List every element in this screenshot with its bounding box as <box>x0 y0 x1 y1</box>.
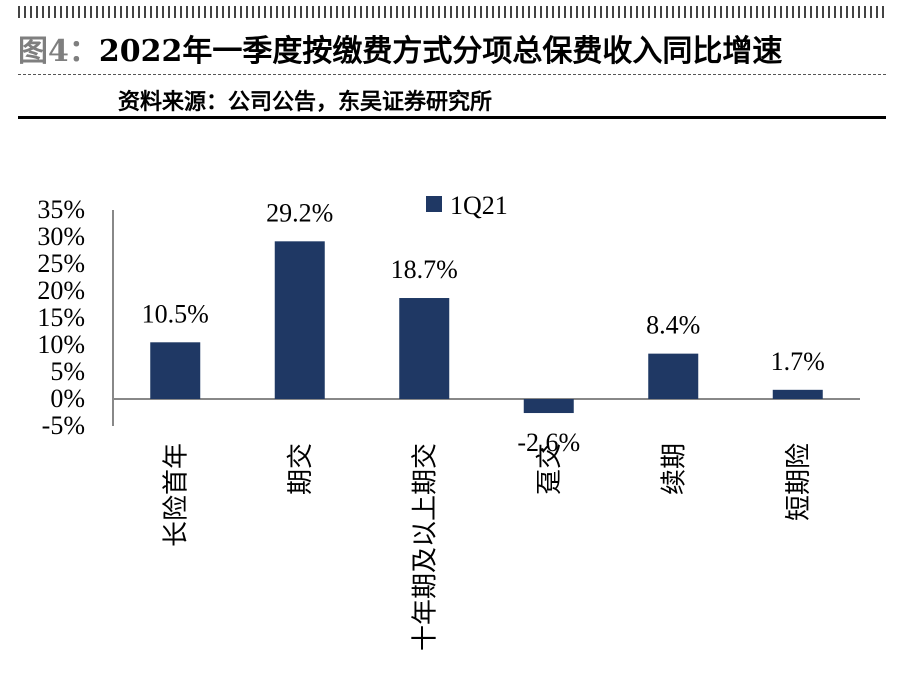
data-label: 18.7% <box>391 255 458 284</box>
legend-swatch <box>426 196 442 212</box>
data-label: 10.5% <box>142 299 209 328</box>
data-label: 1.7% <box>771 347 825 376</box>
category-label: 十年期及以上期交 <box>410 443 440 651</box>
figure-title-text: 2022年一季度按缴费方式分项总保费收入同比增速 <box>98 34 783 69</box>
data-label: 29.2% <box>266 198 333 227</box>
bar <box>399 298 450 399</box>
bars <box>150 241 823 414</box>
legend-label: 1Q21 <box>450 191 508 220</box>
bar-chart: 35%30%25%20%15%10%5%0%-5% 10.5% 29.2% 18.7… <box>37 191 860 651</box>
source-note: 资料来源：公司公告，东吴证券研究所 <box>118 90 493 115</box>
bar <box>523 399 574 414</box>
y-tick-label: 35% <box>37 195 85 224</box>
legend: 1Q21 <box>426 191 508 220</box>
category-label: 期交 <box>286 443 316 495</box>
y-tick-label: 20% <box>37 276 85 305</box>
bar <box>150 342 201 399</box>
y-axis: 35%30%25%20%15%10%5%0%-5% <box>37 195 114 440</box>
y-tick-label: -5% <box>42 411 85 440</box>
figure-label: 图4： <box>18 34 99 69</box>
bar <box>772 389 823 399</box>
category-label: 趸交 <box>535 443 565 495</box>
category-labels: 长险首年 期交 十年期及以上期交 趸交 续期 短期险 <box>161 443 814 651</box>
y-tick-label: 0% <box>50 384 85 413</box>
y-tick-label: 25% <box>37 249 85 278</box>
category-label: 续期 <box>659 443 689 495</box>
y-tick-label: 5% <box>50 357 85 386</box>
header-bottom-rule <box>18 116 886 119</box>
y-tick-label: 15% <box>37 303 85 332</box>
figure-title: 图4：2022年一季度按缴费方式分项总保费收入同比增速 <box>18 26 782 70</box>
bar <box>648 353 699 399</box>
y-tick-label: 10% <box>37 330 85 359</box>
data-label: 8.4% <box>646 311 700 340</box>
category-label: 长险首年 <box>161 443 191 547</box>
bar <box>274 241 325 399</box>
y-tick-label: 30% <box>37 222 85 251</box>
category-label: 短期险 <box>784 443 814 521</box>
title-divider <box>18 74 886 75</box>
header-top-rule <box>18 6 886 18</box>
data-label: -2.6% <box>517 428 580 457</box>
data-labels: 10.5% 29.2% 18.7% -2.6% 8.4% 1.7% <box>142 198 825 457</box>
